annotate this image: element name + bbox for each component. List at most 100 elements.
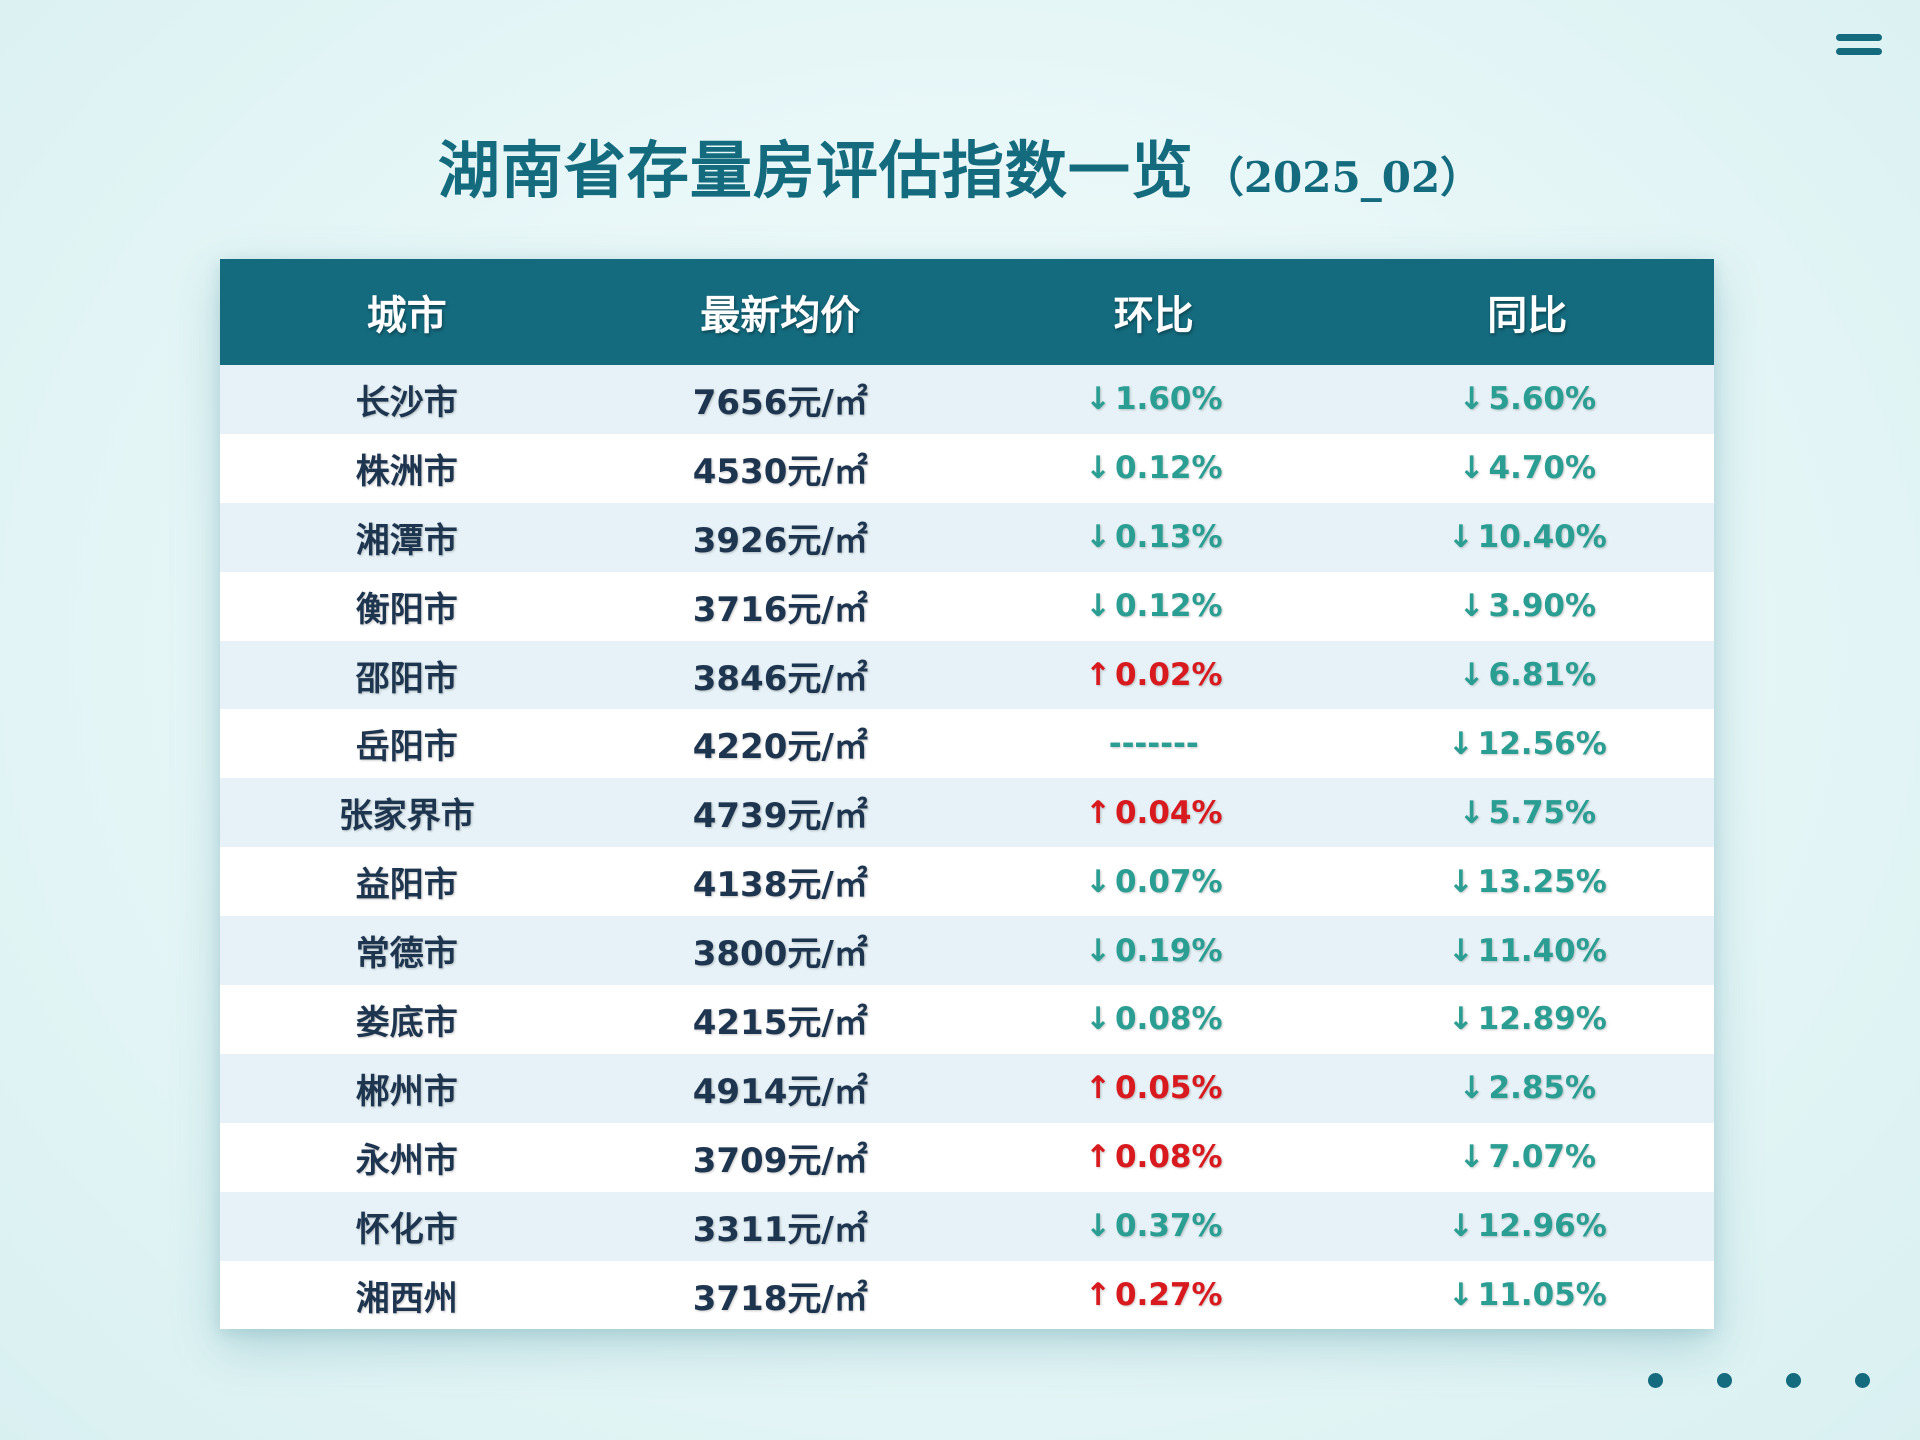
down-arrow-icon: ↓: [1458, 1139, 1485, 1176]
down-arrow-icon: ↓: [1084, 381, 1111, 418]
column-header-yoy: 同比: [1487, 293, 1568, 339]
cell-yoy: ↓ 7.07%: [1341, 1123, 1715, 1192]
pagination-dot[interactable]: [1786, 1373, 1801, 1388]
cell-yoy: ↓ 12.56%: [1341, 709, 1715, 778]
cell-mom-value: 1.60%: [1114, 381, 1223, 418]
table-row: 长沙市 7656元/㎡ ↓ 1.60% ↓ 5.60%: [220, 365, 1714, 434]
cell-price: 4530元/㎡: [692, 451, 868, 492]
down-arrow-icon: ↓: [1447, 1277, 1474, 1314]
cell-mom-value: 0.04%: [1114, 794, 1223, 831]
menu-icon[interactable]: [1836, 34, 1882, 56]
cell-yoy-value: 12.89%: [1477, 1001, 1607, 1038]
cell-mom-value: 0.37%: [1114, 1208, 1223, 1245]
cell-city: 湘潭市: [355, 520, 458, 561]
cell-city: 娄底市: [355, 1002, 458, 1043]
cell-price: 3926元/㎡: [692, 520, 868, 561]
up-arrow-icon: ↑: [1084, 1139, 1111, 1176]
cell-mom: ↓ 0.37%: [967, 1192, 1341, 1261]
cell-yoy: ↓ 5.75%: [1341, 778, 1715, 847]
page-title-main: 湖南省存量房评估指数一览: [437, 134, 1194, 207]
pagination-dot[interactable]: [1717, 1373, 1732, 1388]
cell-city: 张家界市: [338, 796, 475, 837]
price-index-table: 城市 最新均价 环比 同比 长沙市 7656元/㎡ ↓ 1.60% ↓ 5.60% 株洲市 4…: [220, 259, 1715, 1330]
cell-city: 郴州市: [355, 1071, 458, 1112]
cell-yoy: ↓ 11.05%: [1341, 1261, 1715, 1330]
page-title: 湖南省存量房评估指数一览 （2025_02）: [0, 120, 1920, 210]
cell-price: 4215元/㎡: [692, 1002, 868, 1043]
cell-mom-value: 0.27%: [1114, 1277, 1223, 1314]
pagination-dot[interactable]: [1648, 1373, 1663, 1388]
cell-mom: -------: [967, 709, 1341, 778]
down-arrow-icon: ↓: [1447, 519, 1474, 556]
menu-icon-bar-bottom: [1836, 48, 1882, 55]
table-row: 岳阳市 4220元/㎡ ------- ↓ 12.56%: [220, 709, 1715, 779]
cell-yoy-value: 10.40%: [1477, 519, 1607, 556]
cell-yoy-value: 2.85%: [1488, 1070, 1597, 1107]
down-arrow-icon: ↓: [1084, 1001, 1111, 1038]
cell-mom-value: -------: [1108, 725, 1199, 762]
down-arrow-icon: ↓: [1447, 863, 1474, 900]
table-row: 益阳市 4138元/㎡ ↓ 0.07% ↓ 13.25%: [220, 847, 1714, 917]
down-arrow-icon: ↓: [1458, 794, 1485, 831]
cell-mom-value: 0.12%: [1114, 588, 1223, 625]
down-arrow-icon: ↓: [1458, 1070, 1485, 1107]
cell-yoy-value: 11.40%: [1477, 932, 1607, 969]
cell-city: 邵阳市: [355, 658, 458, 699]
cell-mom: ↓ 0.19%: [967, 916, 1341, 985]
down-arrow-icon: ↓: [1458, 657, 1485, 693]
down-arrow-icon: ↓: [1084, 932, 1111, 969]
cell-yoy-value: 13.25%: [1477, 863, 1607, 900]
cell-yoy: ↓ 10.40%: [1341, 503, 1715, 572]
cell-mom-value: 0.02%: [1114, 657, 1223, 693]
cell-mom: ↑ 0.05%: [967, 1054, 1341, 1123]
table-row: 湘潭市 3926元/㎡ ↓ 0.13% ↓ 10.40%: [220, 502, 1715, 572]
up-arrow-icon: ↑: [1084, 1277, 1111, 1314]
cell-price: 4914元/㎡: [692, 1071, 868, 1112]
down-arrow-icon: ↓: [1084, 450, 1111, 487]
cell-price: 4739元/㎡: [692, 796, 868, 837]
down-arrow-icon: ↓: [1084, 519, 1111, 556]
cell-yoy-value: 3.90%: [1488, 588, 1597, 625]
price-index-table-card: 城市 最新均价 环比 同比 长沙市 7656元/㎡ ↓ 1.60% ↓ 5.60% 株洲市 4…: [220, 259, 1715, 1330]
cell-mom: ↑ 0.27%: [967, 1261, 1341, 1330]
pagination-dot[interactable]: [1855, 1373, 1870, 1388]
cell-yoy: ↓ 5.60%: [1341, 365, 1715, 434]
cell-city: 益阳市: [355, 865, 458, 906]
cell-mom-value: 0.08%: [1114, 1001, 1223, 1038]
cell-yoy-value: 6.81%: [1488, 657, 1597, 693]
down-arrow-icon: ↓: [1447, 1001, 1474, 1038]
table-row: 株洲市 4530元/㎡ ↓ 0.12% ↓ 4.70%: [220, 433, 1715, 503]
cell-yoy-value: 11.05%: [1477, 1277, 1607, 1314]
down-arrow-icon: ↓: [1084, 863, 1111, 900]
table-row: 怀化市 3311元/㎡ ↓ 0.37% ↓ 12.96%: [220, 1191, 1714, 1261]
cell-mom: ↓ 0.07%: [967, 847, 1341, 916]
cell-price: 4220元/㎡: [692, 727, 868, 768]
cell-mom-value: 0.13%: [1114, 519, 1223, 556]
cell-mom-value: 0.05%: [1114, 1070, 1223, 1107]
cell-yoy-value: 12.56%: [1477, 725, 1607, 762]
cell-price: 3800元/㎡: [692, 934, 868, 975]
down-arrow-icon: ↓: [1447, 725, 1474, 762]
cell-mom: ↓ 1.60%: [967, 365, 1341, 434]
down-arrow-icon: ↓: [1458, 381, 1485, 418]
cell-mom-value: 0.12%: [1114, 450, 1223, 487]
cell-yoy-value: 5.60%: [1488, 381, 1597, 418]
cell-mom: ↓ 0.12%: [967, 434, 1341, 503]
cell-city: 永州市: [355, 1140, 458, 1181]
cell-yoy: ↓ 6.81%: [1341, 641, 1715, 710]
cell-yoy-value: 12.96%: [1477, 1208, 1607, 1245]
table-row: 邵阳市 3846元/㎡ ↑ 0.02% ↓ 6.81%: [220, 640, 1715, 710]
table-row: 郴州市 4914元/㎡ ↑ 0.05% ↓ 2.85%: [220, 1053, 1715, 1123]
cell-yoy: ↓ 11.40%: [1341, 916, 1715, 985]
cell-mom-value: 0.08%: [1114, 1139, 1223, 1176]
cell-mom: ↓ 0.12%: [967, 572, 1341, 641]
down-arrow-icon: ↓: [1447, 932, 1474, 969]
cell-mom: ↑ 0.02%: [967, 641, 1341, 710]
table-row: 娄底市 4215元/㎡ ↓ 0.08% ↓ 12.89%: [220, 985, 1714, 1054]
cell-mom: ↓ 0.08%: [967, 985, 1341, 1054]
cell-yoy: ↓ 4.70%: [1341, 434, 1715, 503]
cell-mom-value: 0.07%: [1114, 863, 1223, 900]
page-title-period: （2025_02）: [1201, 153, 1483, 202]
cell-yoy: ↓ 2.85%: [1341, 1054, 1715, 1123]
cell-yoy-value: 4.70%: [1488, 450, 1597, 487]
